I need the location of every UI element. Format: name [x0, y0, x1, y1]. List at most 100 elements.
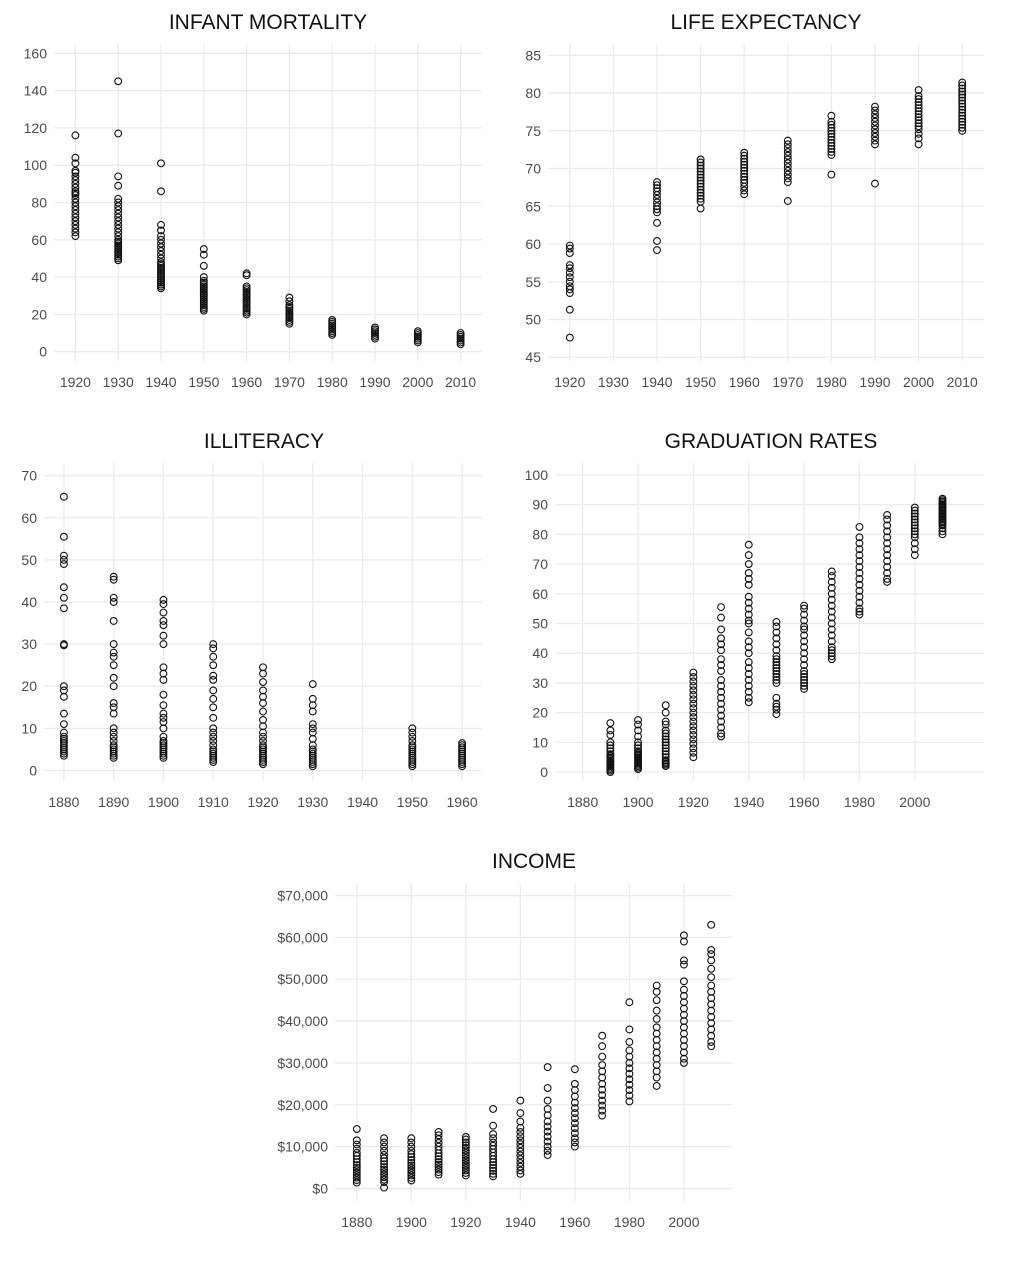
life-expectancy-point: [827, 170, 836, 179]
life-expectancy-point: [958, 90, 967, 99]
graduation-rates-y-tick-label: 40: [532, 645, 548, 661]
illiteracy-x-tick-label: 1950: [397, 794, 428, 810]
illiteracy-y-tick-label: 40: [21, 594, 37, 610]
income-point: [679, 960, 688, 969]
income-point: [434, 1149, 443, 1158]
income-point: [543, 1063, 552, 1072]
illiteracy-point: [308, 758, 317, 766]
illiteracy-point: [308, 680, 317, 689]
graduation-rates-y-tick-label: 10: [532, 734, 548, 750]
infant-mortality-x-tick-label: 2010: [445, 374, 476, 390]
graduation-rates-point: [883, 545, 892, 554]
infant-mortality-x-tick-label: 1970: [274, 374, 305, 390]
life-expectancy-point: [871, 110, 879, 119]
graduation-rates-y-tick-label: 60: [532, 586, 548, 602]
illiteracy-point: [109, 572, 118, 581]
income-point: [489, 1158, 498, 1167]
graduation-rates-point: [661, 762, 670, 771]
income-point: [461, 1133, 470, 1141]
income-point: [570, 1134, 579, 1143]
illiteracy-title: ILLITERACY: [204, 430, 324, 453]
illiteracy-point: [209, 661, 218, 670]
graduation-rates-point: [606, 747, 615, 756]
income-point: [516, 1155, 525, 1164]
income-point: [625, 1091, 634, 1100]
infant-mortality-point: [114, 209, 123, 218]
income-point: [707, 1042, 716, 1051]
graduation-rates-point: [938, 527, 947, 536]
life-expectancy-point: [871, 136, 879, 145]
life-expectancy-point: [827, 129, 836, 138]
infant-mortality-point: [114, 224, 123, 233]
illiteracy-point: [59, 749, 68, 758]
life-expectancy-title: LIFE EXPECTANCY: [671, 11, 862, 34]
illiteracy-x-tick-label: 1940: [347, 794, 378, 810]
illiteracy-point: [408, 732, 417, 741]
graduation-rates-point: [800, 616, 809, 625]
graduation-rates-point: [772, 710, 781, 719]
life-expectancy-point: [827, 126, 836, 135]
illiteracy-point: [59, 641, 68, 650]
graduation-rates-point: [772, 655, 781, 664]
income-point: [652, 1015, 661, 1023]
graduation-rates-point: [744, 574, 753, 583]
graduation-rates-point: [800, 649, 809, 658]
infant-mortality-point: [242, 271, 251, 280]
income-point: [652, 996, 661, 1005]
income-point: [407, 1169, 416, 1177]
income-point: [598, 1031, 607, 1040]
graduation-rates-point: [772, 640, 781, 649]
graduation-rates-point: [717, 717, 726, 726]
graduation-rates-point: [772, 676, 781, 684]
graduation-rates-point: [661, 717, 670, 726]
income-point: [679, 1054, 688, 1063]
graduation-rates-point: [661, 747, 670, 756]
illiteracy-point: [308, 762, 317, 771]
infant-mortality-point: [71, 209, 80, 218]
income-point: [598, 1111, 607, 1120]
illiteracy-x-tick-label: 1960: [447, 794, 478, 810]
graduation-rates-point: [661, 735, 670, 744]
graduation-rates-point: [606, 744, 615, 753]
graduation-rates-point: [827, 655, 836, 664]
income-x-tick-label: 1900: [396, 1214, 427, 1230]
illiteracy-point: [109, 682, 118, 691]
income-point: [516, 1128, 525, 1136]
illiteracy-point: [209, 694, 218, 703]
illiteracy-point: [159, 749, 168, 758]
life-expectancy-point: [783, 166, 792, 175]
life-expectancy-point: [958, 120, 967, 129]
life-expectancy-point: [871, 140, 879, 149]
graduation-rates-point: [800, 604, 809, 613]
infant-mortality-panel: INFANT MORTALITY 0 20 40 60 80 100 120 140 160 192…: [24, 11, 482, 390]
income-point: [352, 1158, 361, 1167]
income-point: [570, 1114, 579, 1123]
graduation-rates-y-tick-label: 70: [532, 556, 548, 572]
illiteracy-point: [59, 747, 68, 756]
income-point: [352, 1166, 361, 1174]
income-point: [625, 1097, 634, 1106]
graduation-rates-point: [883, 539, 892, 548]
life-expectancy-x-tick-label: 1980: [816, 374, 847, 390]
life-expectancy-y-tick-label: 65: [525, 198, 541, 214]
graduation-rates-point: [800, 676, 809, 684]
income-point: [489, 1130, 498, 1139]
graduation-rates-point: [855, 592, 864, 601]
graduation-rates-point: [772, 702, 781, 711]
illiteracy-point: [259, 728, 267, 737]
income-point: [598, 1096, 607, 1105]
income-point: [434, 1170, 443, 1179]
income-point: [570, 1109, 579, 1118]
life-expectancy-point: [783, 178, 792, 187]
life-expectancy-point: [871, 129, 879, 138]
income-point: [407, 1153, 416, 1162]
graduation-rates-x-tick-label: 1960: [789, 794, 820, 810]
life-expectancy-y-tick-label: 50: [525, 311, 541, 327]
graduation-rates-point: [827, 583, 836, 592]
graduation-rates-point: [827, 571, 836, 580]
graduation-rates-point: [772, 622, 781, 631]
illiteracy-point: [259, 760, 267, 769]
graduation-rates-point: [689, 717, 698, 726]
infant-mortality-y-tick-label: 20: [31, 306, 47, 322]
life-expectancy-point: [871, 132, 879, 141]
